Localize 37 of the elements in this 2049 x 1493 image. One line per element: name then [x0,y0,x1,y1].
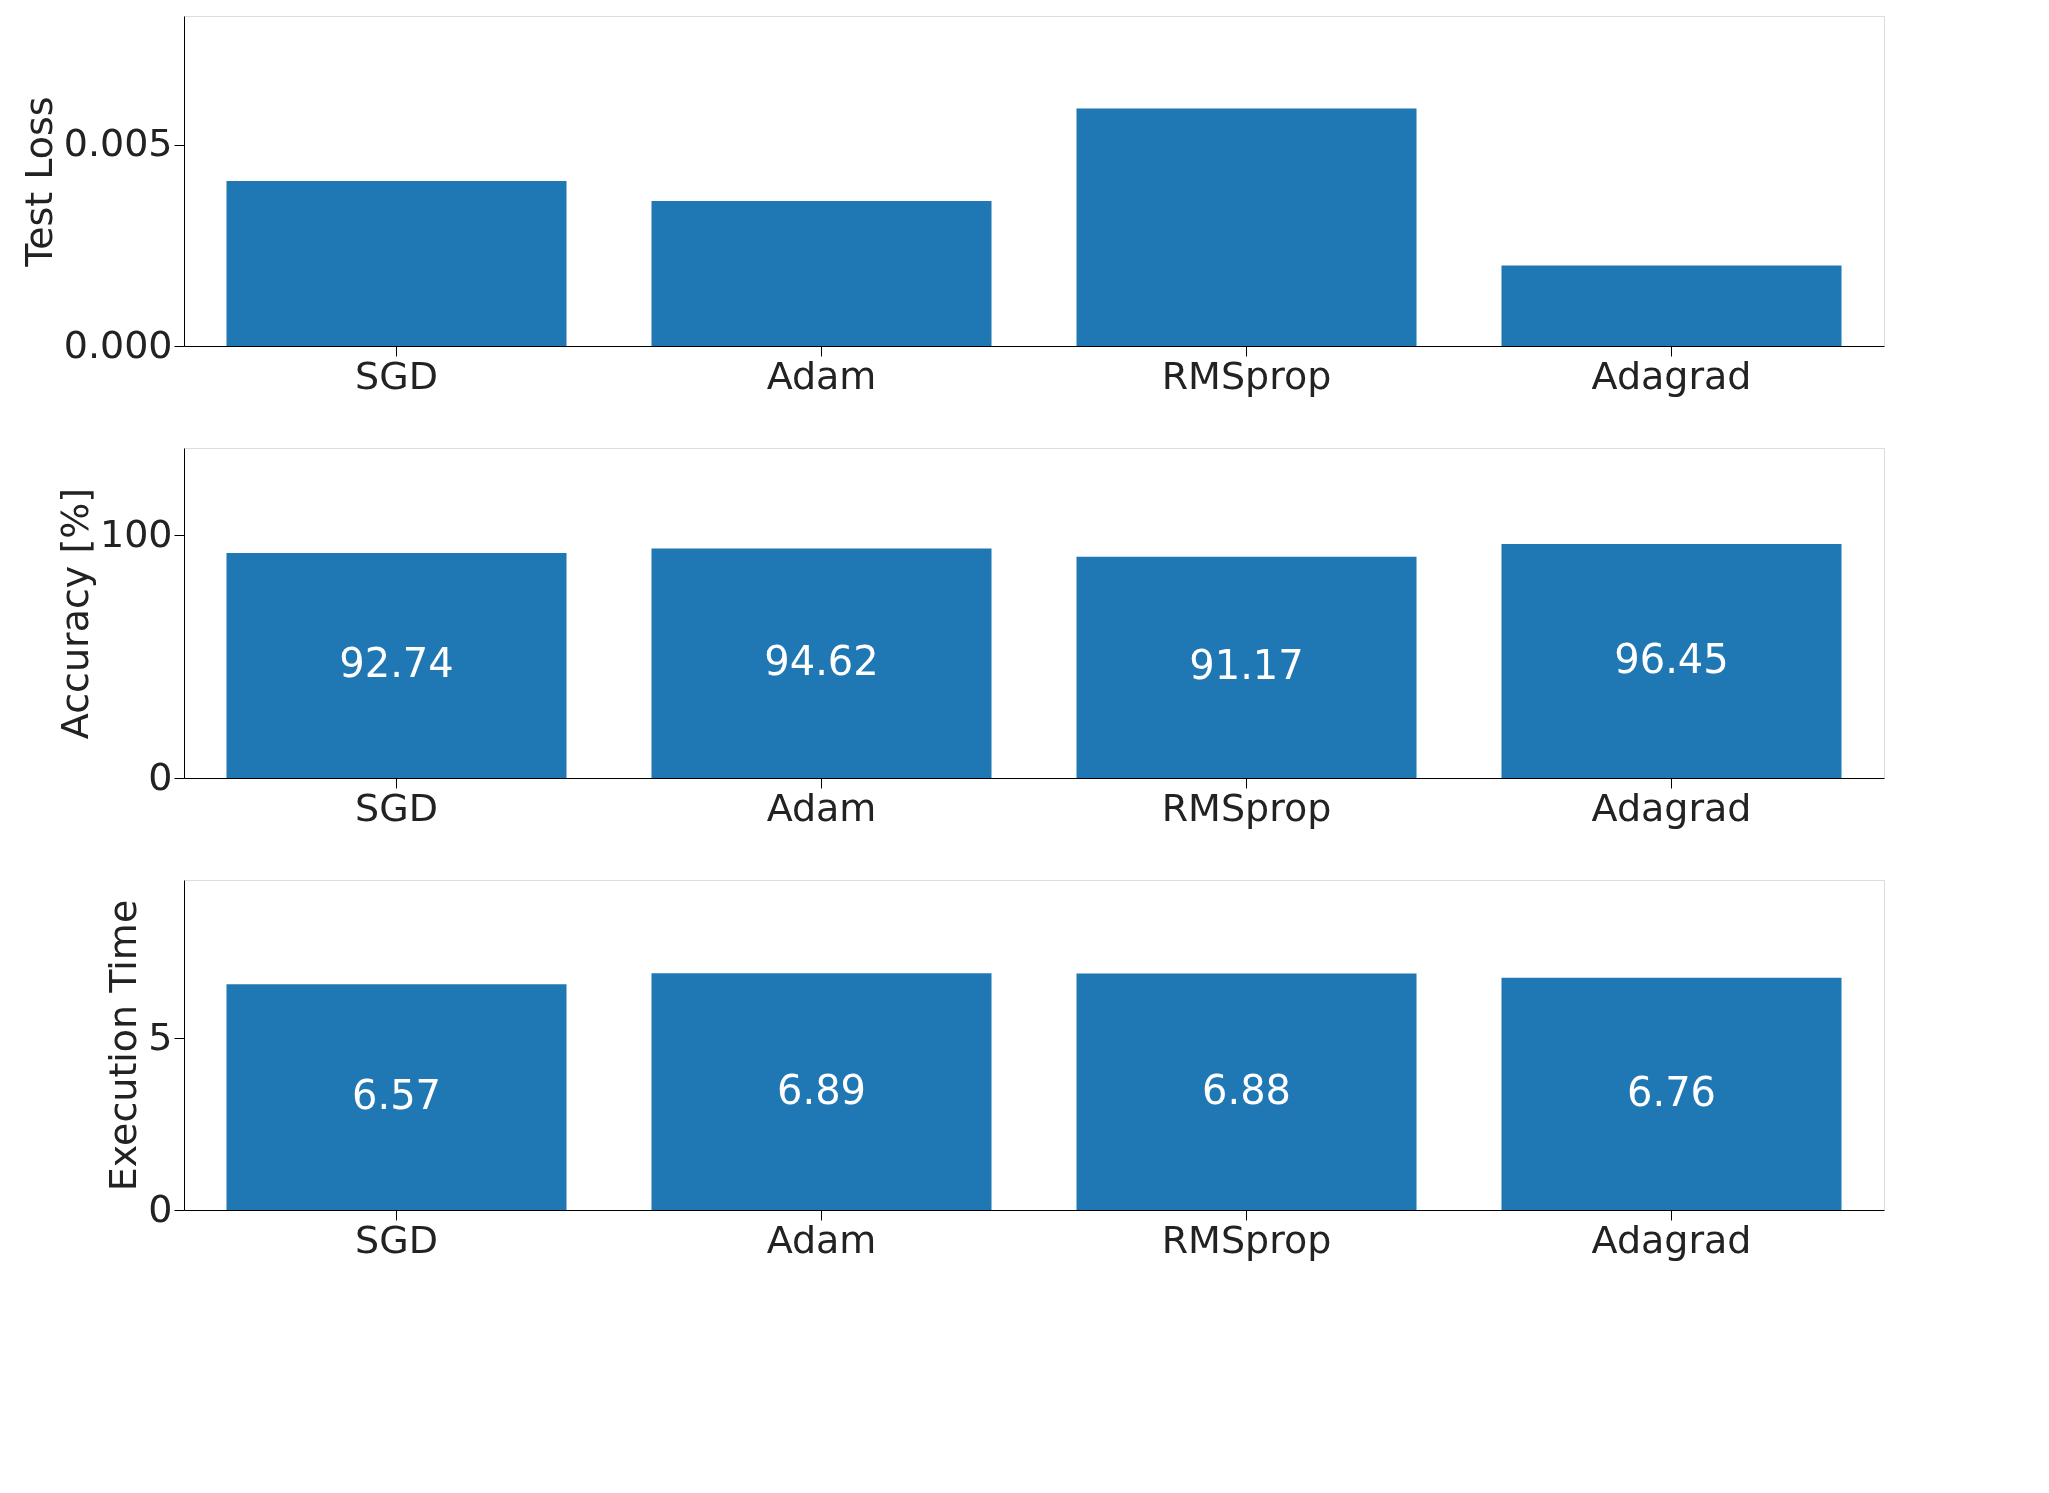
y-tick-label: 0 [148,754,173,799]
bar [1501,543,1842,778]
data-label: 6.89 [776,1066,867,1113]
data-label: 6.76 [1626,1068,1717,1115]
y-axis-title: Test Loss [16,96,61,268]
data-label: 6.88 [1201,1066,1292,1113]
y-axis-title: Accuracy [%] [52,487,97,740]
data-label: 96.45 [1614,635,1729,682]
bar [1076,556,1417,778]
x-tick-label: RMSprop [1161,1217,1332,1262]
x-tick-label: SGD [355,353,438,398]
x-tick-label: Adagrad [1591,1217,1752,1262]
x-tick-label: RMSprop [1161,353,1332,398]
bar [651,548,992,778]
data-label: 6.57 [351,1072,442,1119]
y-tick-label: 0.000 [63,322,173,367]
data-label: 92.74 [339,640,454,687]
data-label: 94.62 [764,638,879,685]
data-label: 91.17 [1189,642,1304,689]
x-tick-label: Adam [766,1217,877,1262]
y-axis-title: Execution Time [101,899,146,1192]
y-tick-label: 5 [148,1014,173,1059]
y-tick-label: 100 [99,511,173,556]
bar [1501,265,1842,346]
bar [651,201,992,346]
x-tick-label: Adam [766,353,877,398]
x-tick-label: RMSprop [1161,785,1332,830]
y-tick-label: 0.005 [63,121,173,166]
x-tick-label: SGD [355,785,438,830]
y-tick-label: 0 [148,1186,173,1231]
bar [226,181,567,346]
x-tick-label: Adagrad [1591,785,1752,830]
bar [226,552,567,778]
x-tick-label: Adagrad [1591,353,1752,398]
x-tick-label: Adam [766,785,877,830]
x-tick-label: SGD [355,1217,438,1262]
bar [1076,108,1417,346]
